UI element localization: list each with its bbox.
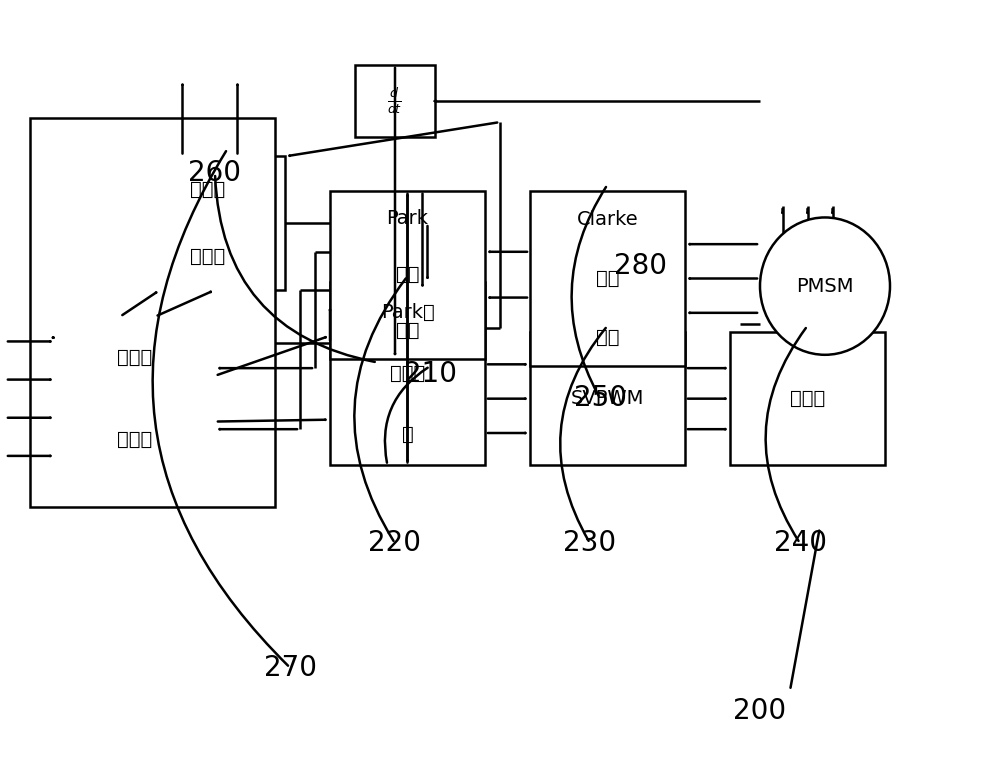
Text: 210: 210 <box>404 360 456 388</box>
Text: 230: 230 <box>563 530 617 557</box>
Text: 变换: 变换 <box>396 266 419 284</box>
Text: 250: 250 <box>574 385 626 412</box>
Ellipse shape <box>760 217 890 355</box>
Text: PMSM: PMSM <box>796 277 854 295</box>
FancyBboxPatch shape <box>355 65 435 137</box>
Text: 单元: 单元 <box>396 321 419 340</box>
Text: 270: 270 <box>264 654 316 681</box>
Text: SVPWM: SVPWM <box>571 389 644 408</box>
Text: 变换单: 变换单 <box>390 365 425 383</box>
Text: 变换: 变换 <box>596 269 619 288</box>
FancyBboxPatch shape <box>330 191 485 359</box>
Text: $\frac{d}{dt}$: $\frac{d}{dt}$ <box>387 86 403 116</box>
Text: Clarke: Clarke <box>577 211 638 230</box>
Text: 单元: 单元 <box>596 327 619 346</box>
FancyBboxPatch shape <box>130 156 285 290</box>
Text: 280: 280 <box>614 252 666 279</box>
Text: 逆变器: 逆变器 <box>790 389 825 408</box>
Text: 元: 元 <box>402 426 413 444</box>
FancyBboxPatch shape <box>30 118 275 507</box>
FancyBboxPatch shape <box>530 191 685 366</box>
Text: 识单元: 识单元 <box>190 247 225 266</box>
Text: 260: 260 <box>188 159 242 187</box>
Text: 电流环: 电流环 <box>117 348 153 367</box>
Text: 200: 200 <box>733 697 787 725</box>
Text: Park: Park <box>387 209 429 228</box>
Text: 参数辨: 参数辨 <box>190 180 225 199</box>
FancyBboxPatch shape <box>330 282 485 465</box>
FancyBboxPatch shape <box>730 332 885 465</box>
Text: 220: 220 <box>368 530 422 557</box>
FancyBboxPatch shape <box>55 317 215 481</box>
Text: Park逆: Park逆 <box>381 304 434 322</box>
FancyBboxPatch shape <box>530 332 685 465</box>
Text: 控制器: 控制器 <box>117 430 153 449</box>
Text: 240: 240 <box>774 530 826 557</box>
